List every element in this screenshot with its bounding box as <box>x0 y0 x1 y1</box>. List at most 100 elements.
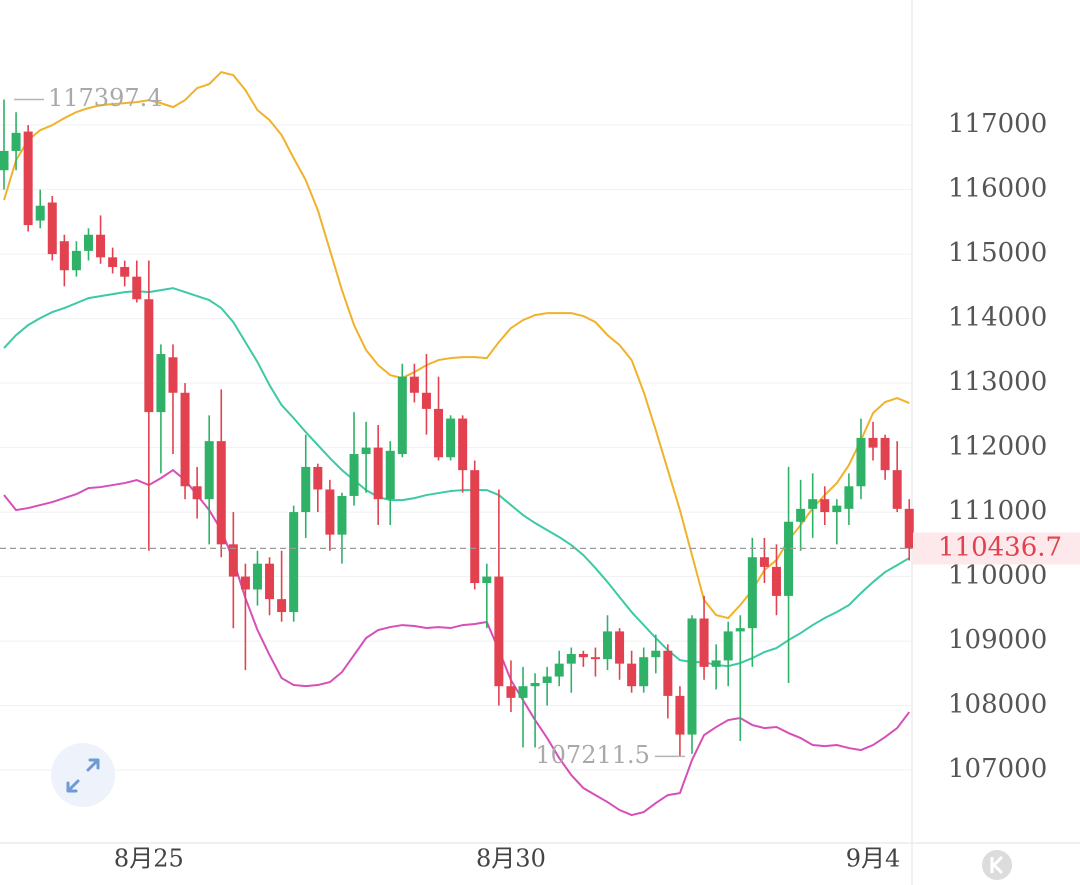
y-tick-label: 116000 <box>948 174 1047 204</box>
x-tick-label: 8月25 <box>114 845 184 873</box>
last-price-box <box>913 532 1080 565</box>
candle-body <box>421 392 431 409</box>
candle-body <box>83 234 93 251</box>
candle-body <box>35 205 45 221</box>
candle-body <box>747 557 757 629</box>
candle-body <box>844 486 854 509</box>
candle-body <box>808 499 818 509</box>
candle-body <box>216 441 226 545</box>
candle-body <box>0 150 9 171</box>
candle-body <box>71 250 81 271</box>
candle-body <box>494 576 504 687</box>
candle-body <box>204 441 214 500</box>
y-tick-label: 108000 <box>948 690 1047 720</box>
candle-body <box>554 663 564 677</box>
candle-body <box>542 676 552 683</box>
y-tick-label: 112000 <box>948 432 1047 462</box>
candle-body <box>349 454 359 496</box>
y-tick-label: 109000 <box>948 625 1047 655</box>
candle-body <box>470 470 480 584</box>
candle-body <box>723 631 733 661</box>
candle-body <box>458 418 468 471</box>
last-price-label: 110436.7 <box>938 532 1062 562</box>
candle-body <box>228 544 238 577</box>
x-tick-label: 8月30 <box>476 845 546 873</box>
candle-body <box>566 653 576 664</box>
candle-body <box>313 466 323 490</box>
candle-body <box>784 521 794 596</box>
candle-body <box>759 557 769 567</box>
candle-body <box>132 276 142 300</box>
candle-body <box>11 132 21 151</box>
candle-body <box>868 437 878 448</box>
y-tick-label: 111000 <box>948 496 1047 526</box>
candle-body <box>180 392 190 487</box>
candle-body <box>578 653 588 658</box>
candle-body <box>482 576 492 584</box>
band-line <box>3 70 910 620</box>
candle-body <box>446 418 456 458</box>
y-tick-label: 114000 <box>948 303 1047 333</box>
candle-body <box>699 618 709 667</box>
candle-body <box>832 505 842 513</box>
candle-body <box>289 512 299 613</box>
candle-body <box>325 489 335 535</box>
min-label: 107211.5 <box>535 741 650 769</box>
candle-body <box>856 437 866 487</box>
band-line <box>3 287 910 668</box>
candle-body <box>904 508 914 549</box>
y-tick-label: 107000 <box>948 754 1047 784</box>
candle-body <box>687 618 697 735</box>
candle-body <box>880 437 890 471</box>
candle-body <box>603 631 612 660</box>
expand-button[interactable] <box>51 743 115 807</box>
candle-body <box>277 599 287 613</box>
candle-body <box>663 650 673 696</box>
candle-body <box>627 663 637 687</box>
candle-body <box>301 466 311 513</box>
candle-body <box>240 576 250 590</box>
candle-body <box>506 686 516 698</box>
y-tick-label: 113000 <box>948 367 1047 397</box>
candle-body <box>820 499 830 513</box>
candle-body <box>892 470 902 509</box>
candle-body <box>47 202 57 255</box>
candle-body <box>120 267 130 277</box>
candle-body <box>796 508 806 522</box>
candle-body <box>434 408 444 458</box>
candle-body <box>675 695 685 735</box>
y-tick-label: 110000 <box>948 561 1047 591</box>
candle-body <box>168 357 178 393</box>
candle-body <box>23 131 33 226</box>
band-line <box>3 468 911 817</box>
candle-body <box>156 354 166 413</box>
candle-body <box>590 657 600 660</box>
candle-body <box>373 447 383 500</box>
y-tick-label: 115000 <box>948 238 1047 268</box>
candle-body <box>59 241 69 271</box>
candle-body <box>735 628 745 632</box>
candle-body <box>409 376 419 393</box>
candle-body <box>192 486 202 500</box>
candle-body <box>518 686 528 698</box>
candle-body <box>361 447 371 455</box>
candle-body <box>96 234 106 258</box>
candle-body <box>337 495 347 535</box>
candle-body <box>108 257 118 268</box>
candle-body <box>615 631 625 664</box>
candle-body <box>265 563 275 600</box>
y-tick-label: 117000 <box>948 109 1047 139</box>
candle-body <box>144 299 154 413</box>
candle-body <box>530 682 540 687</box>
candle-body <box>771 566 781 596</box>
candle-body <box>639 657 649 687</box>
candle-body <box>711 660 721 667</box>
max-label: 117397.4 <box>48 84 163 112</box>
candle-body <box>397 376 407 455</box>
scroll-to-latest-button[interactable] <box>982 850 1012 880</box>
candle-body <box>252 563 262 590</box>
candle-body <box>385 450 395 500</box>
x-tick-label: 9月4 <box>846 845 901 873</box>
